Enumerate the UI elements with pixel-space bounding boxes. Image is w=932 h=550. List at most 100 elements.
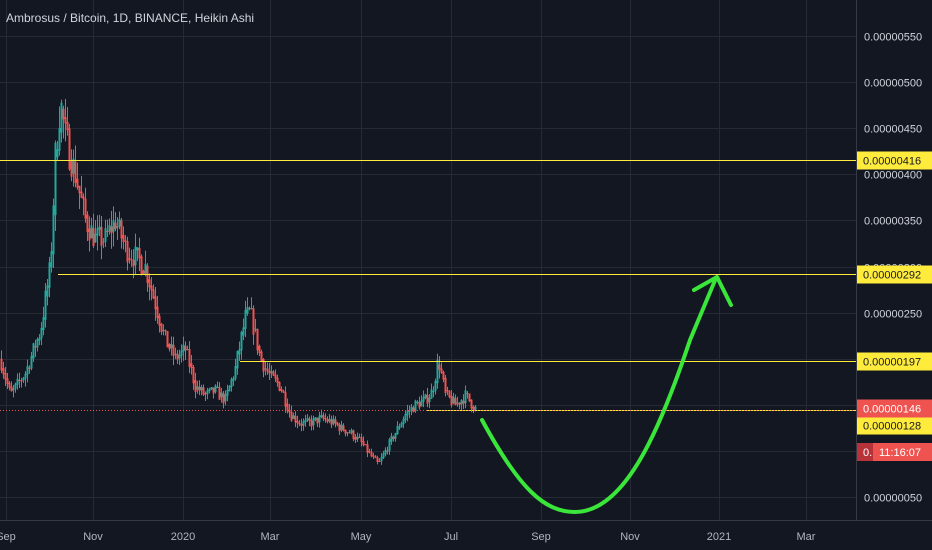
candle-body bbox=[406, 410, 409, 416]
candle-body bbox=[20, 380, 23, 382]
candle-body bbox=[256, 328, 259, 351]
candle-body bbox=[376, 457, 379, 462]
candle-body bbox=[24, 373, 27, 379]
candle-body bbox=[106, 230, 109, 232]
candle-body bbox=[250, 308, 253, 310]
candle-body bbox=[330, 419, 333, 425]
candle-body bbox=[102, 241, 105, 243]
candle-body bbox=[454, 398, 457, 406]
candle-body bbox=[302, 421, 305, 426]
candle-body bbox=[332, 418, 335, 424]
price-tick-label: 0.00000350 bbox=[864, 216, 922, 228]
candle-body bbox=[378, 461, 381, 463]
candle-body bbox=[460, 400, 463, 405]
candle-body bbox=[98, 226, 101, 230]
candle-body bbox=[452, 396, 455, 404]
chart-title: Ambrosus / Bitcoin, 1D, BINANCE, Heikin … bbox=[6, 11, 254, 25]
candle-body bbox=[172, 344, 175, 357]
candle-body bbox=[204, 393, 207, 395]
candle-body bbox=[436, 359, 439, 384]
time-tick-label: Mar bbox=[797, 531, 816, 543]
candle-body bbox=[356, 436, 359, 440]
candle-body bbox=[310, 420, 313, 427]
candle-body bbox=[68, 128, 71, 170]
time-tick-label: Nov bbox=[620, 531, 640, 543]
candle-body bbox=[322, 415, 325, 419]
candle-body bbox=[334, 419, 337, 424]
candle-body bbox=[210, 387, 213, 390]
candle-body bbox=[268, 370, 271, 374]
candle-body bbox=[458, 402, 461, 405]
candle-body bbox=[72, 158, 75, 174]
time-tick-label: May bbox=[351, 531, 372, 543]
candle-body bbox=[152, 289, 155, 299]
candle-body bbox=[226, 390, 229, 396]
candle-body bbox=[58, 127, 61, 151]
candle-body bbox=[394, 433, 397, 439]
candle-body bbox=[286, 403, 289, 412]
candle-body bbox=[124, 240, 127, 242]
candle-body bbox=[390, 435, 393, 442]
candle-body bbox=[86, 214, 89, 233]
candle-body bbox=[12, 388, 15, 391]
candle-body bbox=[208, 388, 211, 392]
level-price-badge bbox=[857, 352, 932, 371]
candle-body bbox=[234, 365, 237, 379]
candle-body bbox=[136, 247, 139, 251]
candle-body bbox=[340, 424, 343, 430]
candle-body bbox=[400, 423, 403, 428]
candle-body bbox=[288, 409, 291, 413]
candle-body bbox=[186, 348, 189, 350]
candle-body bbox=[450, 395, 453, 406]
candle-body bbox=[218, 386, 221, 400]
projection-curve[interactable] bbox=[480, 276, 718, 514]
candle-body bbox=[260, 351, 263, 361]
candle-body bbox=[354, 437, 357, 440]
last-price-text: 0.00000146 bbox=[863, 404, 921, 416]
time-tick-label: Sep bbox=[531, 531, 551, 543]
candle-body bbox=[362, 441, 365, 446]
candle-body bbox=[170, 344, 173, 349]
candle-body bbox=[304, 419, 307, 423]
candle-body bbox=[212, 387, 215, 394]
candle-body bbox=[370, 452, 373, 457]
candle-body bbox=[78, 185, 81, 194]
candle-body bbox=[184, 346, 187, 351]
candle-body bbox=[232, 378, 235, 381]
candle-body bbox=[412, 407, 415, 413]
candle-body bbox=[474, 406, 477, 410]
candle-body bbox=[468, 393, 471, 402]
candle-body bbox=[290, 411, 293, 421]
candle-body bbox=[166, 331, 169, 348]
price-tick-label: 0.00000450 bbox=[864, 124, 922, 136]
candle-body bbox=[126, 241, 129, 263]
candle-body bbox=[190, 363, 193, 368]
candle-body bbox=[66, 122, 69, 131]
candle-body bbox=[424, 394, 427, 398]
candle-body bbox=[360, 437, 363, 442]
candle-body bbox=[242, 327, 245, 336]
candle-body bbox=[386, 450, 389, 452]
candle-body bbox=[374, 456, 377, 458]
candle-body bbox=[382, 453, 385, 459]
candle-body bbox=[22, 378, 25, 381]
price-tick-label: 0.00000550 bbox=[864, 32, 922, 44]
candle-body bbox=[324, 418, 327, 420]
candle-body bbox=[206, 390, 209, 395]
candle-body bbox=[248, 308, 251, 310]
candle-body bbox=[344, 429, 347, 434]
candle-body bbox=[328, 418, 331, 422]
candle-body bbox=[120, 220, 123, 239]
candle-body bbox=[150, 285, 153, 291]
candle-body bbox=[404, 413, 407, 421]
candle-body bbox=[94, 233, 97, 243]
candle-body bbox=[342, 425, 345, 431]
candle-body bbox=[446, 389, 449, 392]
candle-body bbox=[142, 270, 145, 275]
candle-body bbox=[462, 400, 465, 404]
candle-body bbox=[300, 423, 303, 426]
candle-body bbox=[104, 228, 107, 242]
time-axis-labels[interactable]: Sep Nov 2020 Mar May Jul Sep Nov 2021 Mar bbox=[0, 531, 816, 543]
candle-body bbox=[222, 393, 225, 404]
